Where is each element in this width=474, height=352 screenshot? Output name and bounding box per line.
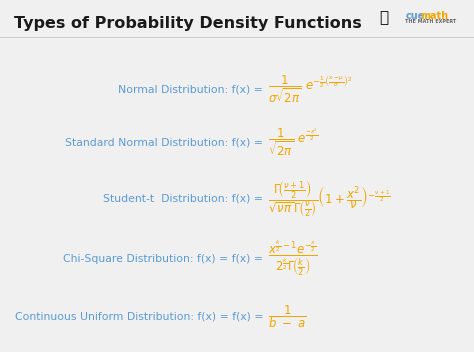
Text: $\dfrac{1}{b\ -\ a}$: $\dfrac{1}{b\ -\ a}$ <box>268 303 307 330</box>
Text: $\dfrac{\Gamma\!\left(\frac{\nu+1}{2}\right)}{\sqrt{\nu\pi}\,\Gamma\!\left(\frac: $\dfrac{\Gamma\!\left(\frac{\nu+1}{2}\ri… <box>268 179 391 219</box>
Text: Student-t  Distribution: f(x) =: Student-t Distribution: f(x) = <box>103 194 263 204</box>
Text: Types of Probability Density Functions: Types of Probability Density Functions <box>14 16 362 31</box>
Text: $\dfrac{1}{\sigma\sqrt{2\pi}}\ e^{-\frac{1}{2}\left(\frac{x-\mu}{\sigma}\right)^: $\dfrac{1}{\sigma\sqrt{2\pi}}\ e^{-\frac… <box>268 74 353 106</box>
Text: Normal Distribution: f(x) =: Normal Distribution: f(x) = <box>118 85 263 95</box>
Text: $\dfrac{1}{\sqrt{2\pi}}\ e^{\frac{-x^{2}}{2}}$: $\dfrac{1}{\sqrt{2\pi}}\ e^{\frac{-x^{2}… <box>268 127 319 158</box>
Text: THE MATH EXPERT: THE MATH EXPERT <box>405 19 456 24</box>
Text: $\dfrac{x^{\frac{k}{2}-1}e^{-\frac{x}{2}}}{2^{\frac{k}{2}}\Gamma\!\left(\frac{k}: $\dfrac{x^{\frac{k}{2}-1}e^{-\frac{x}{2}… <box>268 239 318 278</box>
Text: 🚀: 🚀 <box>379 11 388 26</box>
Text: Standard Normal Distribution: f(x) =: Standard Normal Distribution: f(x) = <box>65 138 263 147</box>
Text: math: math <box>420 11 448 21</box>
Text: Chi-Square Distribution: f(x) = f(x) =: Chi-Square Distribution: f(x) = f(x) = <box>63 254 263 264</box>
Text: Continuous Uniform Distribution: f(x) = f(x) =: Continuous Uniform Distribution: f(x) = … <box>15 312 263 322</box>
Text: cue: cue <box>405 11 425 21</box>
